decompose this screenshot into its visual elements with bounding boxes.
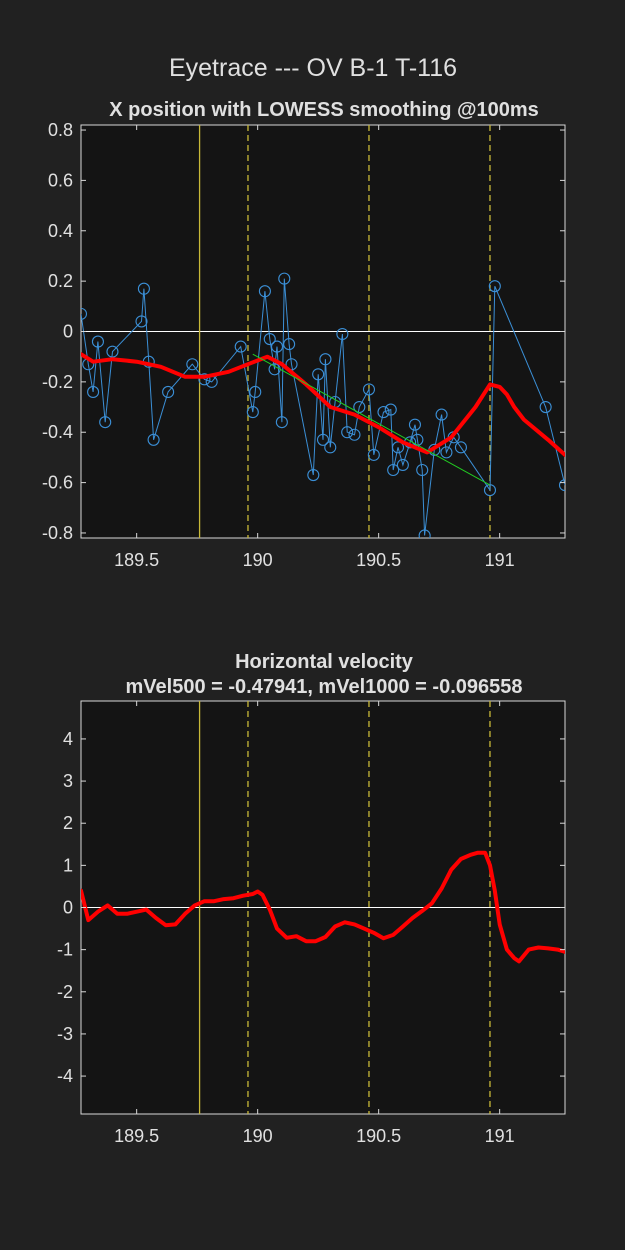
velocity-panel-subtitle: mVel500 = -0.47941, mVel1000 = -0.096558 <box>126 676 523 698</box>
position-ytick-label: 0 <box>63 322 73 342</box>
velocity-ytick-label: 3 <box>63 771 73 791</box>
position-sample-point <box>362 383 376 396</box>
position-sample-point <box>488 280 501 293</box>
position-axes: 0.8 0.6 0.4 0.2 0 -0.2 -0.4 -0.6 -0.8 189.5 190 190… <box>42 120 565 570</box>
position-ytick-label: 0.6 <box>48 170 73 190</box>
position-sample-point <box>106 345 119 358</box>
figure-title: Eyetrace --- OV B-1 T-116 <box>169 54 457 82</box>
position-sample-point <box>454 441 467 454</box>
position-sample-point <box>137 282 150 295</box>
velocity-panel-title: Horizontal velocity <box>235 651 414 673</box>
position-sample-point <box>275 416 288 429</box>
position-sample-point <box>348 428 361 441</box>
velocity-ytick-label: -1 <box>57 940 73 960</box>
position-sample-point <box>440 446 453 459</box>
position-ytick-label: -0.6 <box>42 473 73 493</box>
position-ytick-label: 0.8 <box>48 120 73 140</box>
velocity-ytick-label: 4 <box>63 729 73 749</box>
position-sample-point <box>249 385 262 398</box>
position-sample-point <box>162 385 175 398</box>
position-sample-point <box>246 406 259 419</box>
position-sample-point <box>270 340 284 353</box>
position-ytick-label: -0.4 <box>42 422 73 442</box>
position-sample-point <box>341 426 354 439</box>
position-fit-line <box>252 353 491 486</box>
position-panel: X position with LOWESS smoothing @100ms … <box>42 99 566 570</box>
position-sample-point <box>539 400 552 414</box>
position-sample-point <box>99 416 112 429</box>
velocity-ytick-label: 1 <box>63 855 73 875</box>
velocity-panel: Horizontal velocity mVel500 = -0.47941, … <box>57 651 566 1146</box>
position-sample-point <box>87 385 100 398</box>
position-sample-point <box>396 458 409 472</box>
position-sample-point <box>316 433 330 446</box>
position-sample-point <box>234 340 247 353</box>
position-xtick-label: 191 <box>485 550 515 570</box>
position-sample-point <box>91 335 104 348</box>
velocity-xtick-label: 190.5 <box>356 1126 401 1146</box>
position-sample-point <box>283 338 296 351</box>
position-sample-point <box>263 333 276 346</box>
position-xtick-label: 190 <box>243 550 273 570</box>
position-sample-point <box>435 408 448 421</box>
position-sample-point <box>319 353 332 366</box>
velocity-xtick-label: 191 <box>485 1126 515 1146</box>
position-sample-point <box>418 529 431 538</box>
position-sample-point <box>387 463 400 477</box>
position-sample-point <box>367 448 380 461</box>
position-sample-point <box>307 468 320 482</box>
position-sample-point <box>391 441 405 454</box>
position-sample-point <box>258 285 271 298</box>
position-sample-point <box>416 463 429 477</box>
position-sample-point <box>135 315 148 328</box>
velocity-plot-area <box>81 701 565 1114</box>
position-sample-point <box>336 327 349 341</box>
velocity-xtick-label: 190 <box>243 1126 273 1146</box>
position-sample-point <box>278 272 291 285</box>
position-sample-point <box>81 307 88 320</box>
position-sample-point <box>312 368 325 381</box>
velocity-ytick-label: -4 <box>57 1066 73 1086</box>
position-xtick-label: 190.5 <box>356 550 401 570</box>
position-ytick-label: 0.4 <box>48 221 73 241</box>
velocity-xtick-label: 189.5 <box>114 1126 159 1146</box>
position-ytick-label: -0.2 <box>42 372 73 392</box>
position-ytick-label: 0.2 <box>48 271 73 291</box>
position-sample-point <box>198 373 211 386</box>
velocity-axes: 4 3 2 1 0 -1 -2 -3 -4 189.5 190 190.5 191 <box>57 701 565 1146</box>
position-sample-point <box>324 441 337 454</box>
position-sample-point <box>147 433 160 446</box>
velocity-ytick-label: -3 <box>57 1024 73 1044</box>
position-sample-point <box>558 479 565 492</box>
position-smooth-line <box>81 352 565 457</box>
velocity-ytick-label: -2 <box>57 982 73 1002</box>
position-panel-title: X position with LOWESS smoothing @100ms <box>109 99 539 121</box>
velocity-ytick-label: 2 <box>63 813 73 833</box>
position-xtick-label: 189.5 <box>114 550 159 570</box>
position-sample-point <box>186 358 199 371</box>
position-plot-area <box>81 125 565 538</box>
position-sample-point <box>377 406 390 419</box>
velocity-smooth-line <box>81 850 565 964</box>
position-ytick-label: -0.8 <box>42 523 73 543</box>
velocity-ytick-label: 0 <box>63 898 73 918</box>
position-sample-point <box>384 403 397 416</box>
position-sample-point <box>408 418 422 431</box>
